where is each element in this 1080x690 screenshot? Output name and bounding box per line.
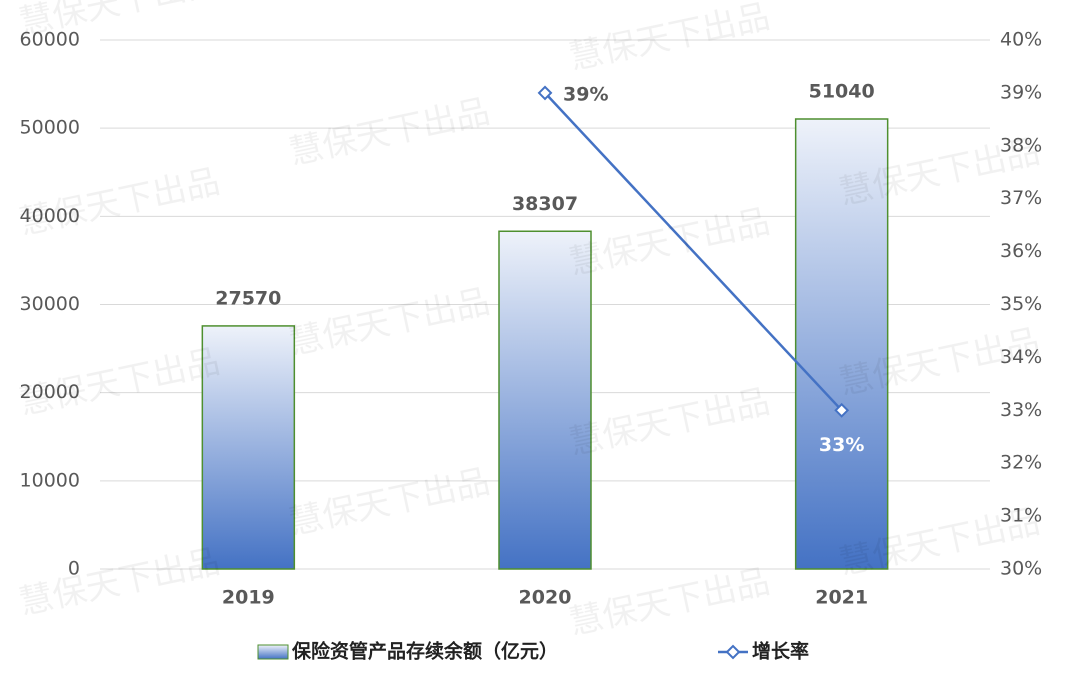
y2-tick-label: 38% — [1000, 134, 1042, 156]
watermark: 慧保天下出品 — [16, 162, 224, 244]
watermark: 慧保天下出品 — [16, 342, 224, 424]
y2-tick-label: 37% — [1000, 187, 1042, 209]
y2-tick-label: 40% — [1000, 29, 1042, 51]
y2-tick-label: 39% — [1000, 81, 1042, 103]
watermark: 慧保天下出品 — [566, 562, 774, 644]
watermark: 慧保天下出品 — [286, 92, 494, 174]
watermark: 慧保天下出品 — [286, 282, 494, 364]
bar — [794, 118, 889, 570]
x-tick-label: 2019 — [222, 587, 275, 609]
legend-marker — [725, 644, 741, 660]
y2-tick-label: 30% — [1000, 558, 1042, 580]
bar — [201, 325, 296, 570]
y2-tick-label: 36% — [1000, 240, 1042, 262]
watermark: 慧保天下出品 — [16, 542, 224, 624]
y-tick-label: 40000 — [20, 205, 80, 227]
y2-tick-label: 35% — [1000, 293, 1042, 315]
y-tick-label: 50000 — [20, 117, 80, 139]
y2-tick-label: 32% — [1000, 452, 1042, 474]
watermark: 慧保天下出品 — [566, 202, 774, 284]
line-marker — [834, 402, 850, 418]
line — [544, 92, 843, 412]
y-tick-label: 0 — [68, 558, 80, 580]
watermark: 慧保天下出品 — [566, 382, 774, 464]
line-value-label: 33% — [819, 434, 864, 456]
y2-tick-label: 33% — [1000, 399, 1042, 421]
bar-value-label: 27570 — [215, 287, 281, 309]
x-tick-label: 2020 — [519, 587, 572, 609]
x-tick-label: 2021 — [815, 587, 868, 609]
legend-label: 保险资管产品存续余额（亿元） — [291, 640, 558, 663]
y-tick-label: 60000 — [20, 29, 80, 51]
legend-label: 增长率 — [752, 640, 809, 663]
line-marker — [537, 85, 553, 101]
bar-value-label: 51040 — [809, 80, 875, 102]
line-value-label: 39% — [563, 83, 608, 105]
y-tick-label: 10000 — [20, 469, 80, 491]
y-tick-label: 20000 — [20, 381, 80, 403]
y-tick-label: 30000 — [20, 293, 80, 315]
watermark: 慧保天下出品 — [566, 0, 774, 78]
bar — [498, 230, 592, 570]
bar-value-label: 38307 — [512, 193, 578, 215]
legend-swatch — [257, 644, 289, 660]
y2-tick-label: 34% — [1000, 346, 1042, 368]
watermark: 慧保天下出品 — [286, 462, 494, 544]
y2-tick-label: 31% — [1000, 505, 1042, 527]
watermark: 慧保天下出品 — [16, 0, 224, 43]
